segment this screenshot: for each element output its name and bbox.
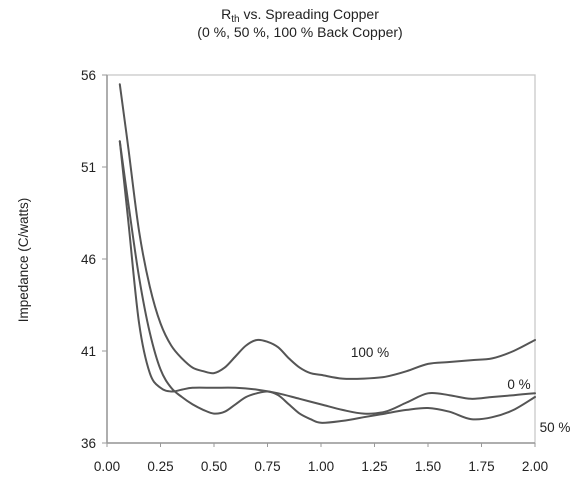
y-tick-label: 41 <box>81 344 96 359</box>
x-tick-label: 0.00 <box>94 459 120 474</box>
chart-title-line-1: Rth vs. Spreading Copper <box>221 6 379 25</box>
x-tick-label: 1.75 <box>468 459 494 474</box>
y-tick-label: 56 <box>81 68 96 83</box>
plot-area: 0.00 0.25 0.50 0.75 1.00 1.25 1.50 1.75 2.00 36 41… <box>81 68 570 474</box>
series-lines <box>118 83 536 424</box>
series-line <box>118 140 536 424</box>
x-tick-label: 1.00 <box>308 459 334 474</box>
y-tick-label: 51 <box>81 160 96 175</box>
x-tick-label: 1.50 <box>415 459 441 474</box>
title-main: R <box>221 6 231 22</box>
x-tick-label: 2.00 <box>522 459 548 474</box>
series-line <box>118 140 536 415</box>
series-line <box>118 83 536 380</box>
series-labels: 100 % 0 % 50 % <box>351 345 571 435</box>
axis-ticks: 0.00 0.25 0.50 0.75 1.00 1.25 1.50 1.75 2.00 36 41… <box>81 68 548 474</box>
x-tick-label: 0.50 <box>201 459 227 474</box>
title-subscript: th <box>231 14 239 25</box>
y-tick-label: 46 <box>81 252 96 267</box>
series-label: 100 % <box>351 345 389 360</box>
x-tick-label: 0.75 <box>254 459 280 474</box>
y-axis-label: Impedance (C/watts) <box>16 198 31 323</box>
chart-title: Rth vs. Spreading Copper (0 %, 50 %, 100… <box>197 6 402 40</box>
series-label: 0 % <box>507 377 530 392</box>
chart-subtitle: (0 %, 50 %, 100 % Back Copper) <box>197 24 402 40</box>
x-tick-label: 0.25 <box>147 459 173 474</box>
title-rest: vs. Spreading Copper <box>240 6 380 22</box>
x-tick-label: 1.25 <box>361 459 387 474</box>
y-tick-label: 36 <box>81 436 96 451</box>
series-label: 50 % <box>540 420 571 435</box>
